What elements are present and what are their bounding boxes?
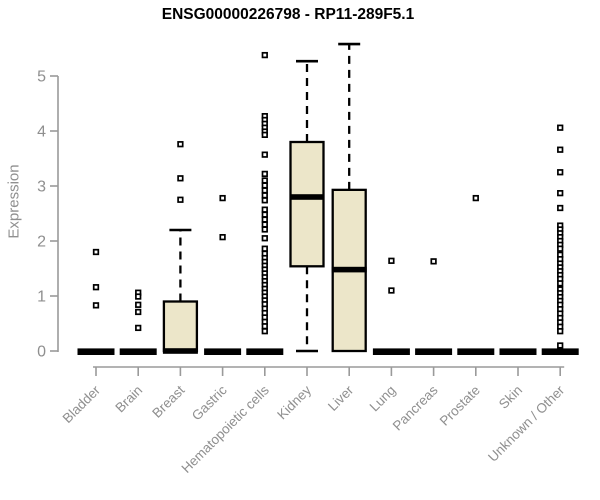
outlier-unknown-other-30 [557,328,564,335]
x-tick-label-bladder: Bladder [60,382,104,426]
outlier-hematopoietic-cells-40 [261,328,268,335]
outlier-hematopoietic-cells-9 [261,177,268,184]
median-kidney [289,194,325,200]
outlier-hematopoietic-cells-14 [261,206,268,213]
outlier-breast-2 [177,196,184,203]
x-tick-label-prostate: Prostate [437,383,483,429]
collapsed-box-lung [372,348,410,355]
median-breast [162,348,198,354]
median-liver [331,266,367,273]
outlier-unknown-other-19 [557,280,564,287]
collapsed-box-bladder [77,348,115,355]
x-tick-label-kidney: Kidney [274,382,314,422]
x-tick-label-breast: Breast [149,382,187,420]
y-tick-label-2: 2 [37,234,46,251]
outlier-hematopoietic-cells-20 [261,245,268,252]
x-tick-label-skin: Skin [496,383,525,412]
outlier-hematopoietic-cells-17 [261,221,268,228]
outlier-hematopoietic-cells-18 [261,226,268,233]
outlier-pancreas-0 [430,258,437,265]
y-tick-label-1: 1 [37,289,46,306]
outlier-gastric-1 [219,234,226,241]
outlier-hematopoietic-cells-13 [261,197,268,204]
outlier-breast-1 [177,175,184,182]
outlier-bladder-1 [92,284,100,291]
outlier-hematopoietic-cells-6 [261,131,268,139]
collapsed-box-unknown-other [541,348,579,355]
collapsed-box-brain [119,348,157,355]
y-tick-label-0: 0 [37,344,46,361]
x-tick-label-unknown-other: Unknown / Other [485,382,568,465]
outlier-unknown-other-31 [557,342,564,349]
y-tick-label-4: 4 [37,124,46,141]
outlier-brain-4 [135,324,142,332]
outlier-hematopoietic-cells-19 [261,235,268,242]
outlier-hematopoietic-cells-12 [261,192,268,199]
outlier-unknown-other-0 [557,124,564,131]
collapsed-box-prostate [457,348,495,355]
outlier-unknown-other-3 [557,190,564,197]
outlier-hematopoietic-cells-10 [261,182,268,189]
outlier-brain-1 [135,293,142,300]
x-tick-label-pancreas: Pancreas [390,382,441,433]
outlier-unknown-other-2 [557,169,564,176]
outlier-gastric-0 [219,194,226,202]
outlier-hematopoietic-cells-11 [261,187,268,194]
y-tick-label-5: 5 [37,69,46,86]
outlier-hematopoietic-cells-0 [261,51,268,59]
outlier-bladder-0 [92,248,100,256]
x-tick-label-lung: Lung [367,383,399,415]
collapsed-box-pancreas [415,348,453,355]
outlier-hematopoietic-cells-16 [261,216,268,223]
outlier-hematopoietic-cells-15 [261,211,268,218]
outlier-prostate-0 [472,194,479,202]
box-kidney [289,140,325,268]
outlier-bladder-2 [92,302,100,309]
x-tick-label-brain: Brain [112,383,145,416]
outlier-unknown-other-1 [557,146,564,153]
outlier-hematopoietic-cells-39 [261,323,268,330]
x-tick-label-gastric: Gastric [189,382,230,423]
outlier-unknown-other-4 [557,204,564,212]
outlier-lung-0 [388,257,395,264]
outlier-unknown-other-11 [557,245,564,252]
outlier-hematopoietic-cells-7 [261,151,268,158]
collapsed-box-gastric [204,348,242,355]
y-tick-label-3: 3 [37,179,46,196]
collapsed-box-skin [499,348,537,355]
x-tick-label-liver: Liver [325,382,357,414]
outlier-lung-1 [388,287,395,294]
outlier-brain-3 [135,308,142,316]
chart-title: ENSG00000226798 - RP11-289F5.1 [161,6,415,23]
outlier-breast-0 [177,141,184,148]
outlier-brain-2 [135,301,142,308]
outlier-hematopoietic-cells-8 [261,170,268,178]
box-breast [162,300,199,353]
collapsed-box-hematopoietic-cells [246,348,284,355]
